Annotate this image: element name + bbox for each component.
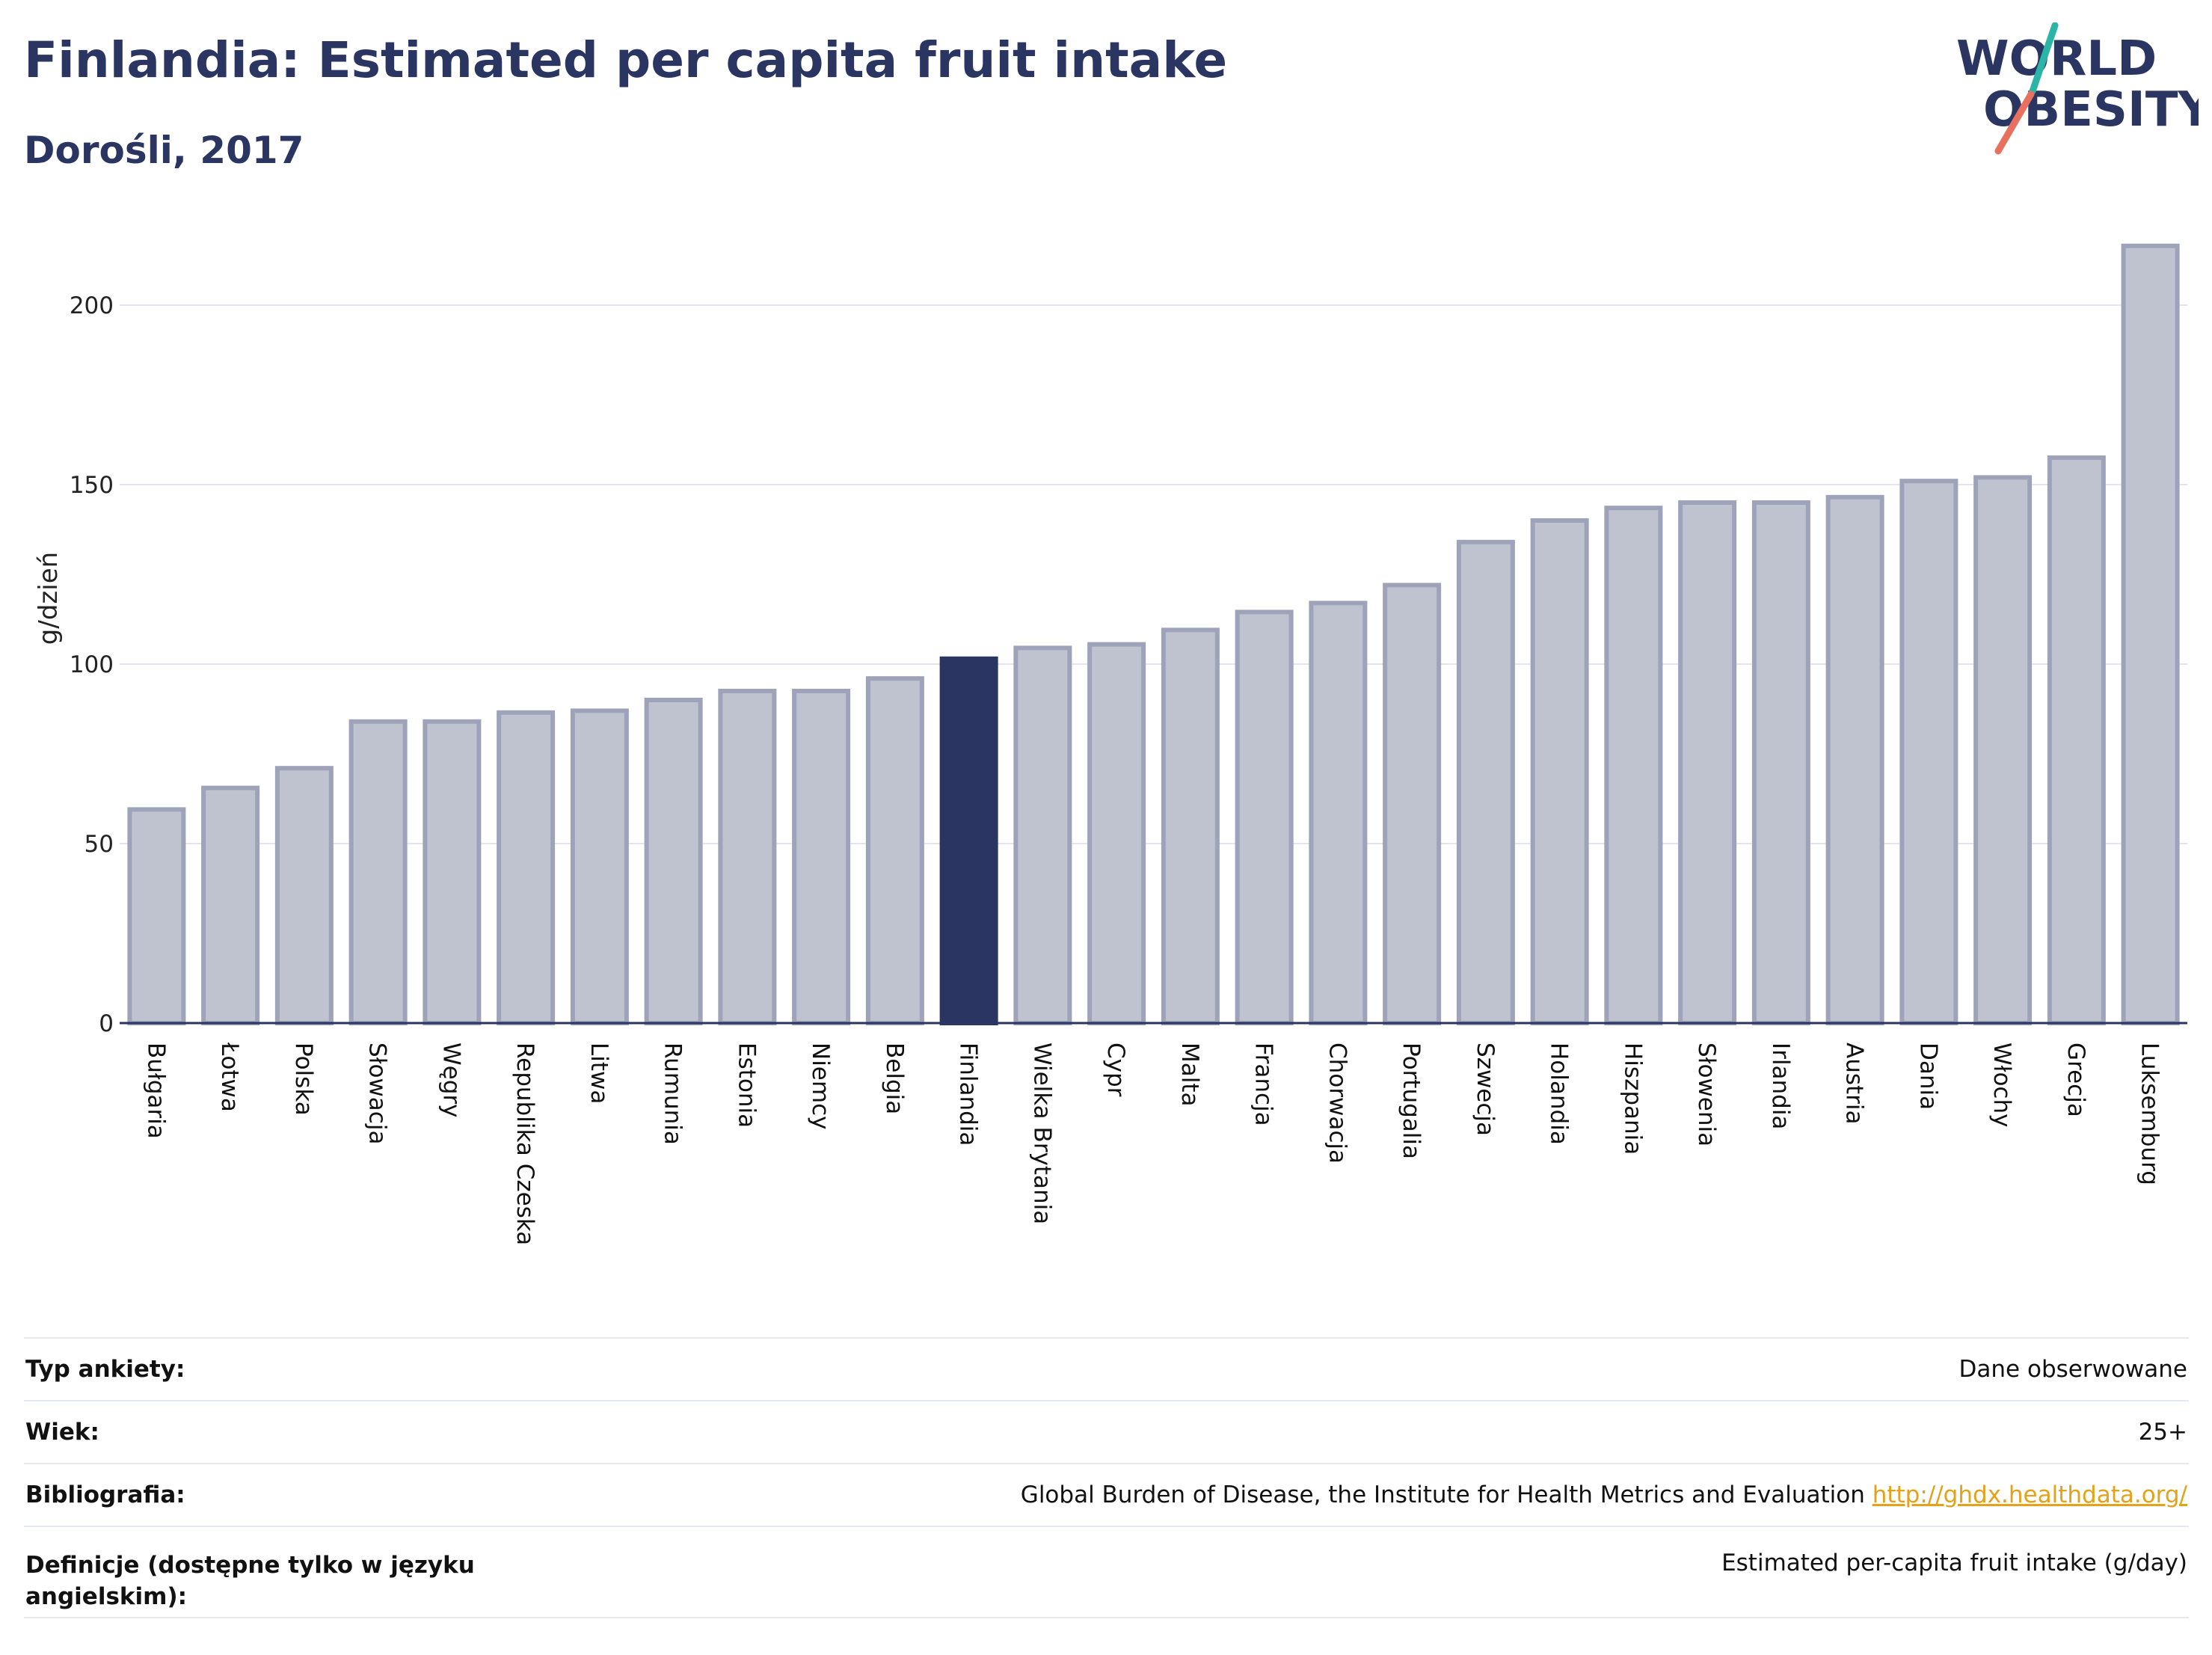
logo-text-world: WORLD <box>1956 31 2157 87</box>
y-tick-label: 150 <box>70 472 114 499</box>
x-tick-label: Belgia <box>881 1043 908 1114</box>
x-tick-label: Węgry <box>437 1043 464 1118</box>
bar-Wielka Brytania[interactable] <box>1013 645 1072 1026</box>
bar-Dania[interactable] <box>1899 479 1958 1025</box>
x-tick-label: Bułgaria <box>142 1043 169 1139</box>
info-row-bibliography: Bibliografia: Global Burden of Disease, … <box>24 1463 2189 1526</box>
bar-Hiszpania[interactable] <box>1604 506 1663 1025</box>
bar-Francja[interactable] <box>1235 610 1294 1025</box>
x-tick-label: Polska <box>290 1043 317 1116</box>
chart-subtitle: Dorośli, 2017 <box>24 129 304 172</box>
bar-Malta[interactable] <box>1161 627 1220 1025</box>
bibliography-text: Global Burden of Disease, the Institute … <box>1020 1481 1865 1508</box>
bar-Polska[interactable] <box>274 766 334 1025</box>
age-value: 25+ <box>2138 1419 2187 1446</box>
bar-Republika Czeska[interactable] <box>497 710 556 1025</box>
survey-type-value: Dane obserwowane <box>1958 1356 2187 1383</box>
bibliography-label: Bibliografia: <box>25 1481 185 1508</box>
bar-Litwa[interactable] <box>570 708 629 1026</box>
bar-Słowenia[interactable] <box>1678 500 1737 1025</box>
x-tick-label: Chorwacja <box>1324 1043 1351 1164</box>
x-tick-label: Holandia <box>1546 1043 1573 1145</box>
bar-Bułgaria[interactable] <box>127 807 186 1026</box>
chart-title: Finlandia: Estimated per capita fruit in… <box>24 31 1228 89</box>
world-obesity-logo: WORLD OBESITY <box>1956 22 2199 155</box>
y-tick-label: 50 <box>85 831 114 858</box>
logo-slash-coral <box>1994 90 2035 155</box>
y-axis-title: g/dzień <box>34 552 64 645</box>
x-tick-label: Słowenia <box>1693 1043 1720 1146</box>
survey-type-label: Typ ankiety: <box>25 1356 185 1383</box>
x-tick-label: Litwa <box>586 1043 612 1104</box>
x-tick-label: Irlandia <box>1767 1043 1794 1129</box>
info-row-definitions: Definicje (dostępne tylko w języku angie… <box>24 1526 2189 1618</box>
x-tick-label: Grecja <box>2062 1043 2089 1117</box>
bar-Austria[interactable] <box>1825 494 1884 1025</box>
bar-Holandia[interactable] <box>1530 518 1589 1025</box>
bar-Węgry[interactable] <box>423 719 482 1025</box>
x-tick-label: Rumunia <box>660 1043 686 1145</box>
bars <box>127 243 2180 1026</box>
bibliography-value: Global Burden of Disease, the Institute … <box>1021 1481 2187 1508</box>
bar-Portugalia[interactable] <box>1383 583 1442 1025</box>
x-tick-label: Republika Czeska <box>511 1043 538 1245</box>
x-tick-label: Austria <box>1841 1043 1868 1125</box>
bar-Finlandia[interactable] <box>939 656 998 1025</box>
y-tick-label: 200 <box>70 292 114 319</box>
x-tick-label: Łotwa <box>216 1042 243 1112</box>
x-tick-label: Szwecja <box>1472 1043 1499 1136</box>
definitions-value: Estimated per-capita fruit intake (g/day… <box>1721 1550 2187 1576</box>
x-tick-label: Francja <box>1250 1043 1277 1126</box>
y-tick-label: 0 <box>99 1010 114 1037</box>
bar-Luksemburg[interactable] <box>2121 243 2180 1025</box>
x-tick-label: Słowacja <box>364 1043 391 1144</box>
bar-Belgia[interactable] <box>865 676 924 1025</box>
bibliography-link[interactable]: http://ghdx.healthdata.org/ <box>1872 1481 2187 1508</box>
bar-chart: 0 50 100 150 200 g/dzień Bułgaria Łotwa Polska Sł… <box>34 243 2187 1245</box>
bar-Estonia[interactable] <box>718 689 777 1025</box>
x-tick-label: Malta <box>1176 1043 1203 1107</box>
bar-Cypr[interactable] <box>1087 642 1146 1025</box>
x-tick-label: Niemcy <box>807 1043 834 1129</box>
x-tick-label: Cypr <box>1102 1043 1129 1097</box>
x-tick-label: Estonia <box>733 1043 760 1128</box>
x-tick-label: Wielka Brytania <box>1028 1043 1055 1224</box>
x-tick-label: Włochy <box>1988 1043 2015 1127</box>
bar-Włochy[interactable] <box>1973 475 2033 1025</box>
bar-Grecja[interactable] <box>2047 455 2106 1025</box>
x-tick-label: Hiszpania <box>1619 1043 1646 1155</box>
x-tick-label: Luksemburg <box>2136 1043 2163 1185</box>
definitions-label: Definicje (dostępne tylko w języku angie… <box>25 1552 475 1610</box>
info-row-age: Wiek: 25+ <box>24 1400 2189 1463</box>
info-table: Typ ankiety: Dane obserwowane Wiek: 25+ … <box>24 1337 2189 1618</box>
logo-slash-teal <box>2029 22 2059 95</box>
bar-Niemcy[interactable] <box>792 689 851 1025</box>
bar-Łotwa[interactable] <box>201 785 260 1025</box>
bar-Szwecja[interactable] <box>1456 539 1515 1025</box>
bar-Irlandia[interactable] <box>1751 500 1810 1025</box>
info-row-survey-type: Typ ankiety: Dane obserwowane <box>24 1337 2189 1400</box>
age-label: Wiek: <box>25 1419 99 1446</box>
x-tick-label: Dania <box>1914 1043 1941 1110</box>
bar-Chorwacja[interactable] <box>1309 601 1368 1025</box>
axes: 0 50 100 150 200 g/dzień Bułgaria Łotwa Polska Sł… <box>34 292 2187 1245</box>
x-tick-label: Finlandia <box>955 1043 982 1146</box>
bar-Słowacja[interactable] <box>348 719 408 1025</box>
x-tick-label: Portugalia <box>1398 1043 1425 1159</box>
bar-Rumunia[interactable] <box>644 698 703 1025</box>
y-tick-label: 100 <box>70 651 114 678</box>
